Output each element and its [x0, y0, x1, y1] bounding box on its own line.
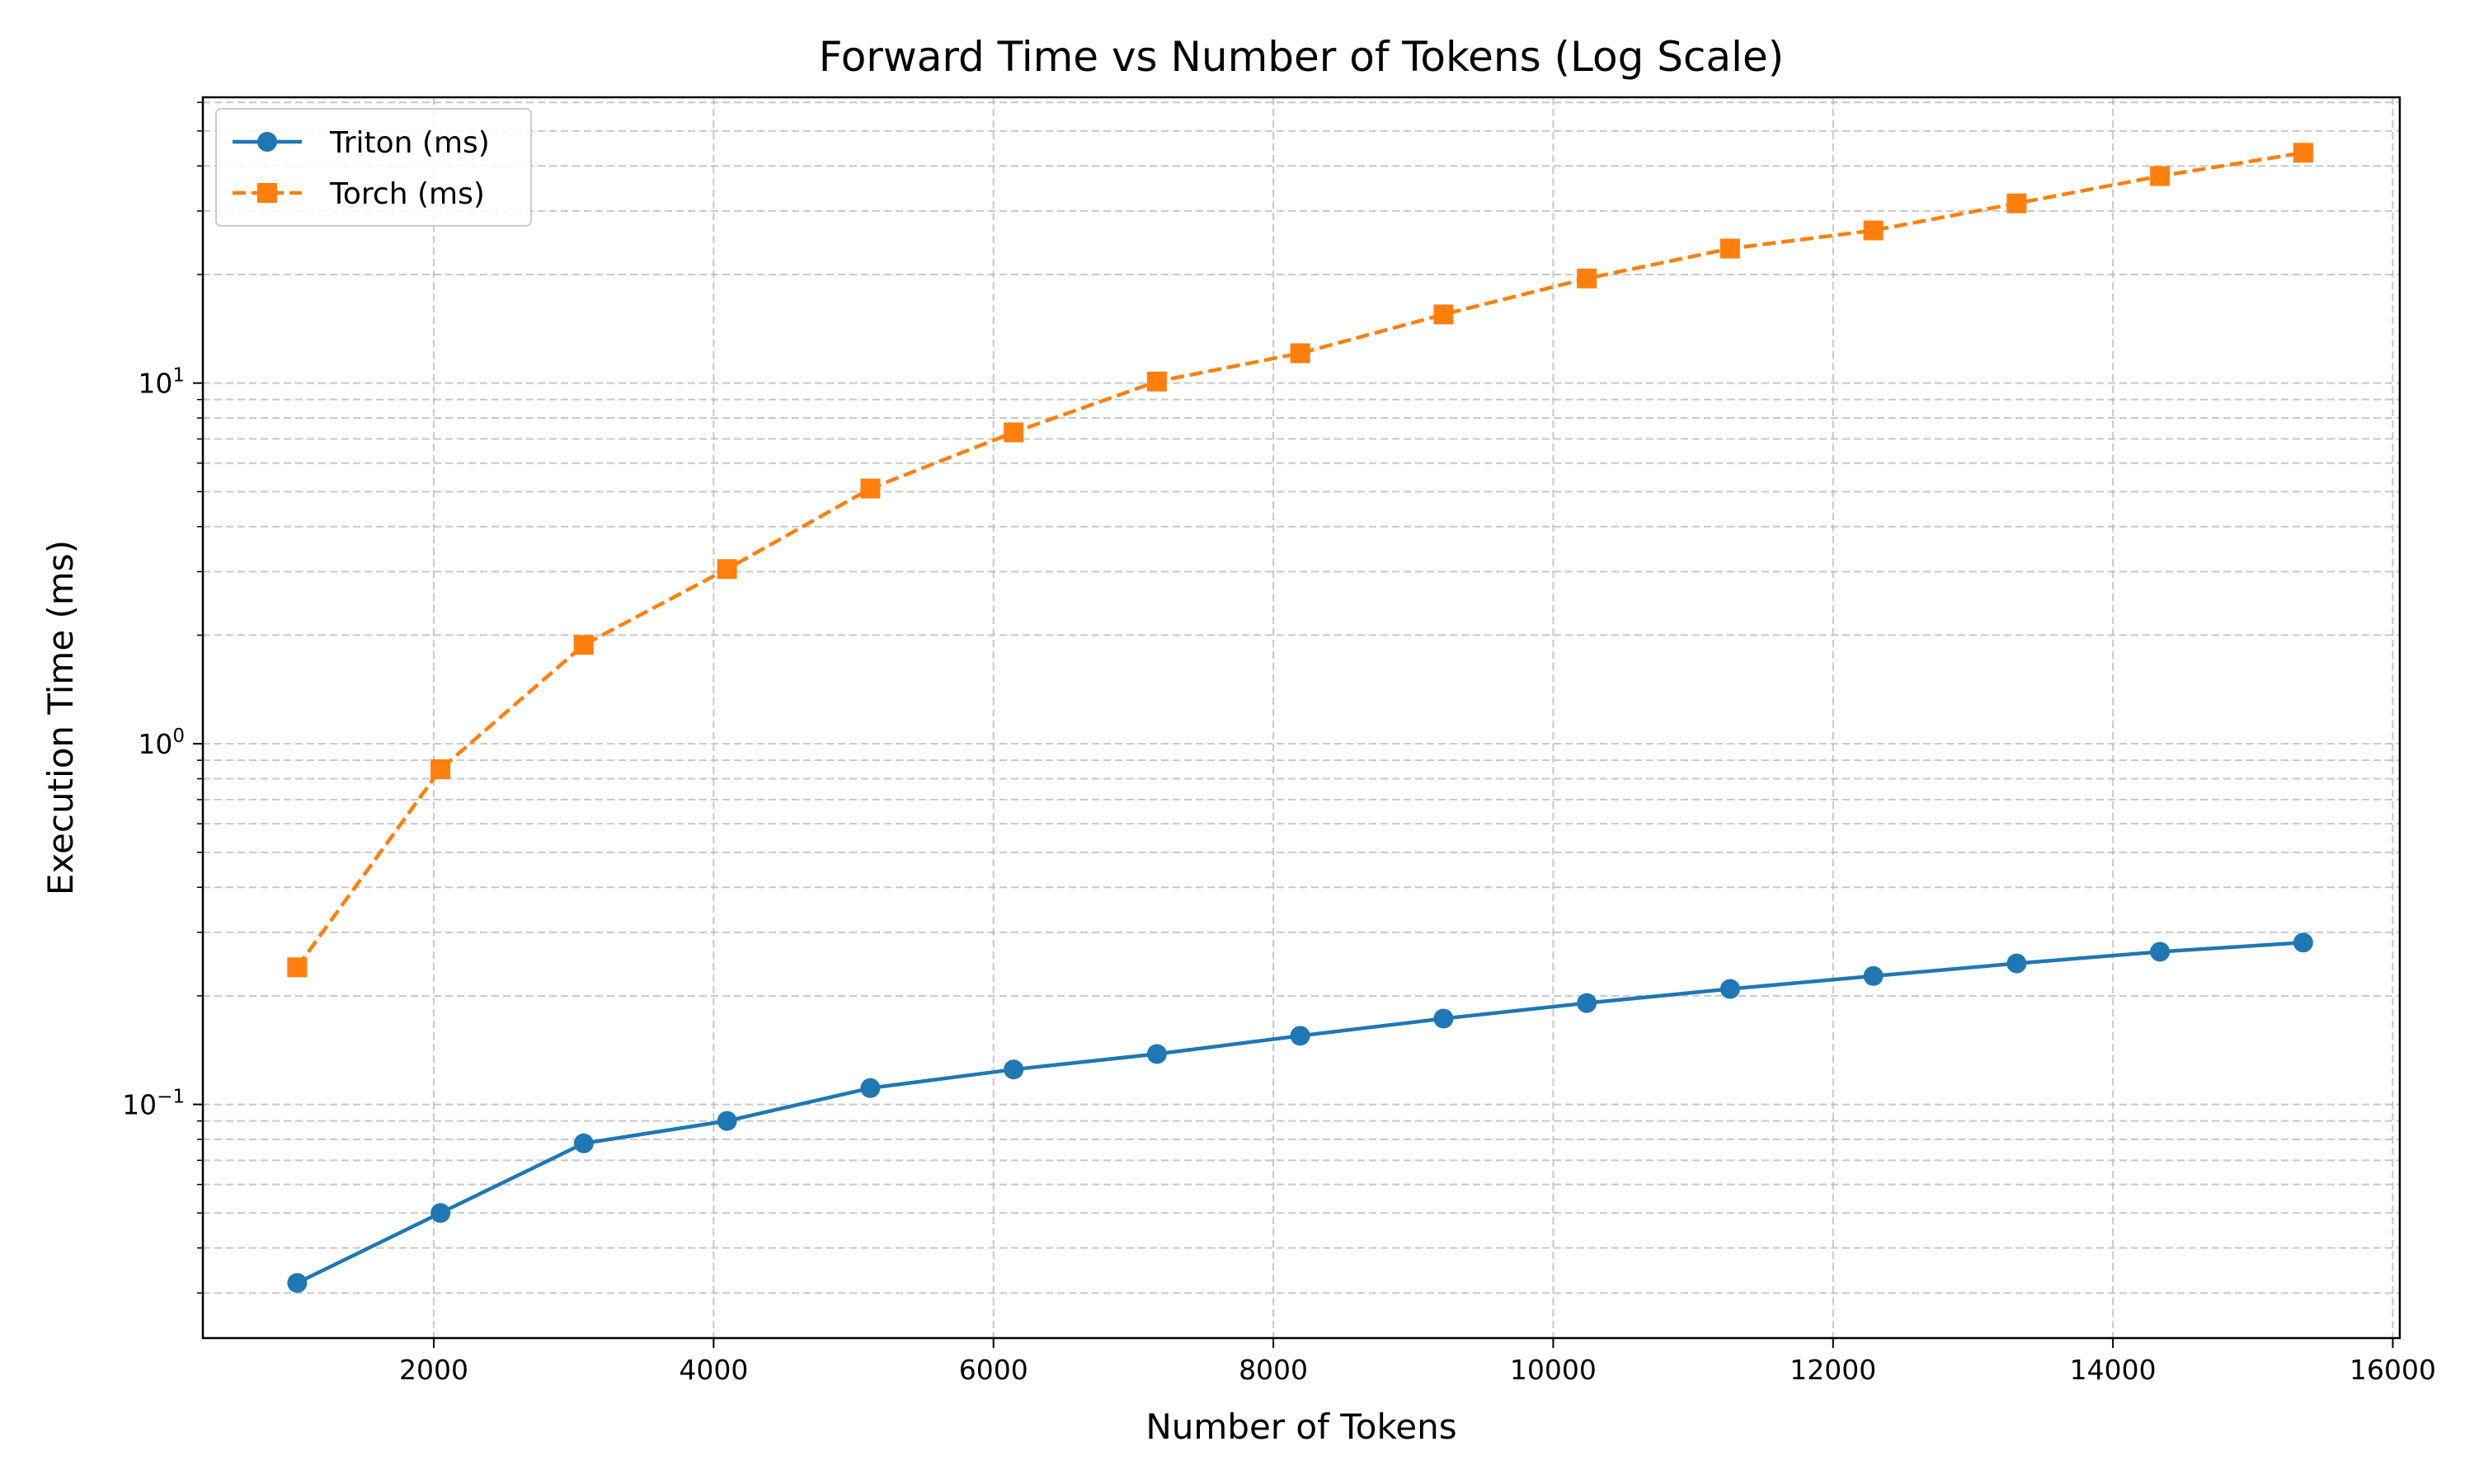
data-point-marker	[2006, 193, 2027, 214]
data-point-marker	[860, 1078, 881, 1098]
data-point-marker	[1719, 979, 1740, 999]
data-point-marker	[2150, 942, 2171, 962]
data-point-marker	[2293, 932, 2313, 953]
legend: Triton (ms) Torch (ms)	[215, 108, 532, 227]
legend-box	[215, 108, 532, 227]
x-tick-label: 16000	[2349, 1354, 2436, 1386]
y-tick-label: 10−1	[122, 1087, 185, 1121]
data-point-marker	[1863, 220, 1884, 241]
series-line	[295, 151, 2304, 969]
x-tick-label: 14000	[2070, 1354, 2157, 1386]
chart-title: Forward Time vs Number of Tokens (Log Sc…	[819, 33, 1785, 81]
data-point-marker	[287, 1273, 308, 1294]
data-point-marker	[1146, 1044, 1167, 1064]
axis-ticks: 2000 4000 6000 8000 10000 12000 14000 16000 10−1…	[122, 101, 2436, 1386]
data-point-marker	[430, 759, 451, 780]
data-point-marker	[2293, 143, 2313, 163]
series-layer	[287, 143, 2313, 1294]
x-tick-label: 10000	[1510, 1354, 1597, 1386]
x-tick-label: 8000	[1239, 1354, 1308, 1386]
y-axis-label: Execution Time (ms)	[40, 540, 81, 895]
data-point-marker	[1577, 993, 1597, 1013]
legend-marker-triton	[257, 132, 277, 152]
data-point-marker	[1577, 268, 1597, 289]
data-point-marker	[1433, 304, 1454, 325]
legend-label-triton: Triton (ms)	[329, 126, 490, 160]
data-point-marker	[430, 1203, 451, 1223]
y-tick-label: 101	[138, 365, 185, 400]
data-point-marker	[717, 1111, 737, 1131]
series-torch	[287, 143, 2313, 978]
data-point-marker	[2006, 953, 2027, 974]
series-triton	[287, 932, 2313, 1294]
data-point-marker	[1290, 1026, 1310, 1046]
data-point-marker	[1433, 1008, 1454, 1029]
grid	[203, 97, 2400, 1338]
x-axis-label: Number of Tokens	[1145, 1407, 1456, 1447]
data-point-marker	[1004, 1059, 1024, 1080]
data-point-marker	[573, 635, 594, 655]
data-point-marker	[1290, 343, 1310, 364]
data-point-marker	[1146, 371, 1167, 392]
x-tick-label: 4000	[679, 1354, 748, 1386]
data-point-marker	[1004, 422, 1024, 443]
data-point-marker	[860, 478, 881, 499]
x-tick-label: 6000	[959, 1354, 1028, 1386]
data-point-marker	[1719, 238, 1740, 259]
data-point-marker	[717, 559, 737, 580]
legend-marker-torch	[257, 183, 277, 203]
data-point-marker	[1863, 965, 1884, 986]
plot-area-frame	[201, 96, 2401, 1340]
data-point-marker	[287, 957, 308, 978]
x-tick-label: 2000	[399, 1354, 468, 1386]
data-point-marker	[573, 1133, 594, 1153]
y-tick-label: 100	[138, 726, 185, 760]
legend-label-torch: Torch (ms)	[329, 177, 485, 211]
x-tick-label: 12000	[1790, 1354, 1876, 1386]
data-point-marker	[2150, 166, 2171, 186]
